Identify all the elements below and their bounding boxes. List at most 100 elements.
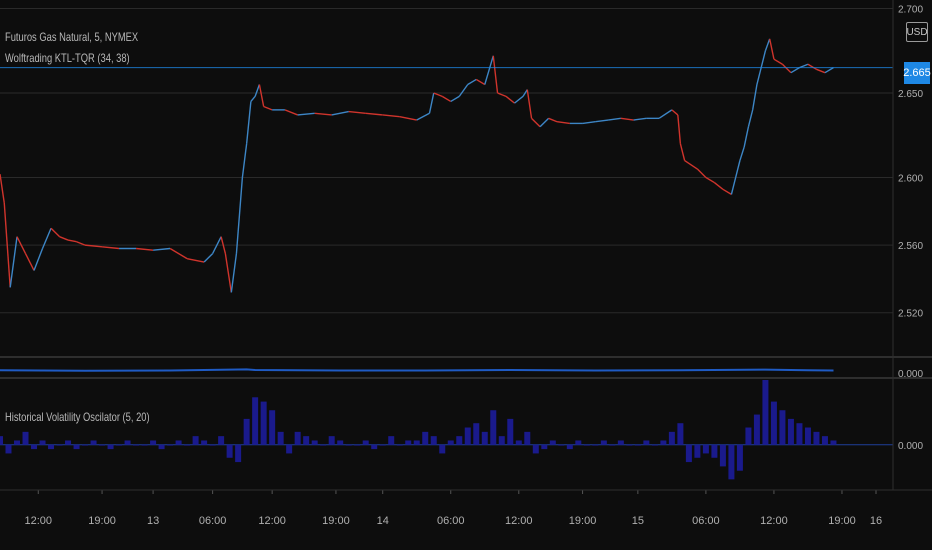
time-tick-label: 12:00 [505, 515, 533, 527]
volatility-tick-label: 0.000 [898, 369, 923, 380]
oscillator-bar [660, 440, 667, 445]
price-segment [50, 227, 61, 238]
price-segment [713, 182, 724, 190]
oscillator-bar [39, 440, 46, 445]
oscillator-bar [354, 444, 361, 446]
time-tick-label: 12:00 [258, 515, 286, 527]
oscillator-bar [184, 444, 191, 446]
price-segment [514, 95, 524, 104]
currency-badge[interactable]: USD [906, 22, 928, 42]
oscillator-bar [14, 440, 21, 445]
oscillator-bar [634, 444, 641, 446]
price-segment [224, 253, 233, 293]
price-segment [734, 160, 741, 178]
price-segment [245, 101, 252, 144]
oscillator-bar [243, 418, 250, 445]
oscillator-bar [456, 436, 463, 445]
oscillator-legend[interactable]: Historical Volatility Oscilator (5, 20) [5, 410, 150, 424]
price-segment [696, 168, 707, 178]
price-segment [730, 177, 737, 195]
oscillator-bar [235, 444, 242, 463]
price-segment [203, 253, 214, 263]
oscillator-pane[interactable] [0, 380, 893, 480]
time-tick-label: 06:00 [692, 515, 720, 527]
oscillator-bar [711, 444, 718, 458]
oscillator-bar [226, 444, 233, 458]
oscillator-bar [566, 444, 573, 450]
price-segment [153, 247, 171, 251]
oscillator-bar [575, 440, 582, 445]
oscillator-bar [90, 440, 97, 445]
price-segment [348, 110, 366, 114]
price-segment [539, 117, 550, 128]
price-segment [824, 67, 834, 74]
oscillator-bar [303, 436, 310, 445]
oscillator-bar [260, 401, 267, 445]
volatility-line-pane[interactable] [0, 368, 834, 372]
oscillator-bar [405, 440, 412, 445]
price-segment [764, 38, 771, 51]
oscillator-bar [362, 440, 369, 445]
oscillator-bar [422, 431, 429, 445]
price-segment [59, 236, 69, 241]
oscillator-bar [796, 423, 803, 445]
indicator-legend[interactable]: Wolftrading KTL-TQR (34, 38) [5, 51, 130, 65]
oscillator-bar [745, 427, 752, 445]
oscillator-bar [694, 444, 701, 458]
oscillator-bar [56, 444, 63, 446]
price-tick-label: 2.700 [898, 4, 923, 15]
main-price-plot[interactable] [0, 38, 893, 293]
oscillator-bar [388, 436, 395, 445]
price-segment [441, 95, 452, 103]
oscillator-bar [116, 444, 123, 446]
price-segment [399, 115, 417, 121]
price-segment [230, 253, 238, 293]
oscillator-bar [498, 436, 505, 445]
oscillator-bar [813, 431, 820, 445]
oscillator-bar [82, 444, 89, 446]
oscillator-bar [277, 431, 284, 445]
oscillator-bar [490, 410, 497, 445]
price-segment [67, 239, 77, 243]
price-segment [33, 248, 44, 271]
price-segment [450, 95, 460, 103]
time-axis[interactable]: 12:00 19:00 13 06:00 12:00 19:00 14 06:00 12:00 1… [25, 490, 883, 527]
price-segment [433, 92, 443, 98]
price-segment [16, 236, 27, 254]
last-price-tag: 2.665 [903, 62, 931, 84]
oscillator-bar [600, 440, 607, 445]
price-segment [254, 84, 261, 97]
time-tick-label: 06:00 [199, 515, 227, 527]
time-tick-label: 19:00 [569, 515, 597, 527]
oscillator-bar [201, 440, 208, 445]
oscillator-bar [65, 440, 72, 445]
main-pane-grid [0, 7, 893, 314]
price-segment [0, 174, 5, 203]
price-segment [365, 112, 383, 116]
price-segment [41, 227, 52, 249]
oscillator-bar [371, 444, 378, 450]
oscillator-bar [133, 444, 140, 446]
price-segment [169, 247, 188, 260]
oscillator-bar [549, 440, 556, 445]
oscillator-bar [821, 436, 828, 445]
price-segment [768, 38, 775, 60]
price-segment [84, 244, 103, 248]
oscillator-bar [779, 410, 786, 445]
oscillator-bar [507, 418, 514, 445]
price-segment [739, 146, 745, 161]
price-segment [522, 89, 528, 97]
price-segment [756, 67, 762, 85]
symbol-title: Futuros Gas Natural, 5, NYMEX [5, 30, 139, 44]
price-segment [241, 143, 248, 178]
price-segment [816, 68, 826, 74]
time-tick-label: 16 [870, 515, 882, 527]
oscillator-tick-label: 0.000 [898, 441, 923, 452]
oscillator-bar [328, 436, 335, 445]
oscillator-bar [583, 444, 590, 446]
price-axis[interactable]: 2.700 2.650 2.600 2.560 2.520 0.000 0.000 [898, 4, 923, 451]
oscillator-bar [124, 440, 131, 445]
oscillator-bar [22, 431, 29, 445]
